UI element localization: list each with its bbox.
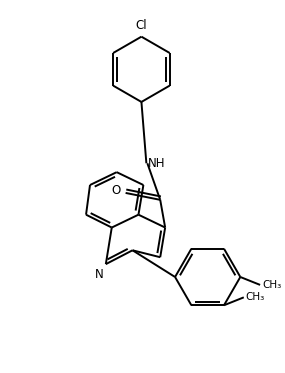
Text: CH₃: CH₃ [262, 280, 281, 290]
Text: Cl: Cl [136, 19, 147, 32]
Text: O: O [111, 185, 121, 197]
Text: N: N [95, 268, 104, 281]
Text: NH: NH [148, 157, 166, 170]
Text: CH₃: CH₃ [246, 292, 265, 303]
